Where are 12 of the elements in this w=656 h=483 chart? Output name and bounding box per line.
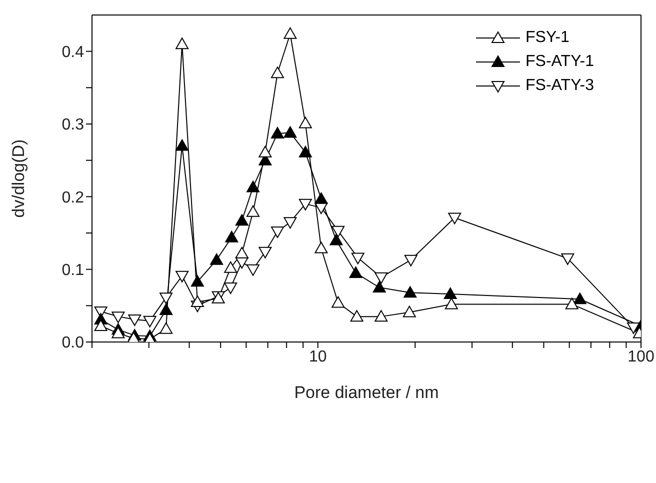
x-axis-title: Pore diameter / nm xyxy=(294,383,439,402)
y-tick-label: 0.2 xyxy=(62,189,84,206)
x-tick-label: 100 xyxy=(628,348,654,366)
y-tick-label: 0.4 xyxy=(62,44,84,62)
y-tick-label: 0.1 xyxy=(62,262,84,280)
legend-label: FS-ATY-3 xyxy=(526,77,594,95)
legend-label: FS-ATY-1 xyxy=(526,53,594,71)
legend-label: FSY-1 xyxy=(526,29,570,47)
x-tick-label: 10 xyxy=(308,348,327,366)
y-tick-label: 0.0 xyxy=(62,334,84,352)
y-tick-label: 0.3 xyxy=(62,116,84,134)
y-axis-title: dv/dlog(D) xyxy=(9,139,28,218)
